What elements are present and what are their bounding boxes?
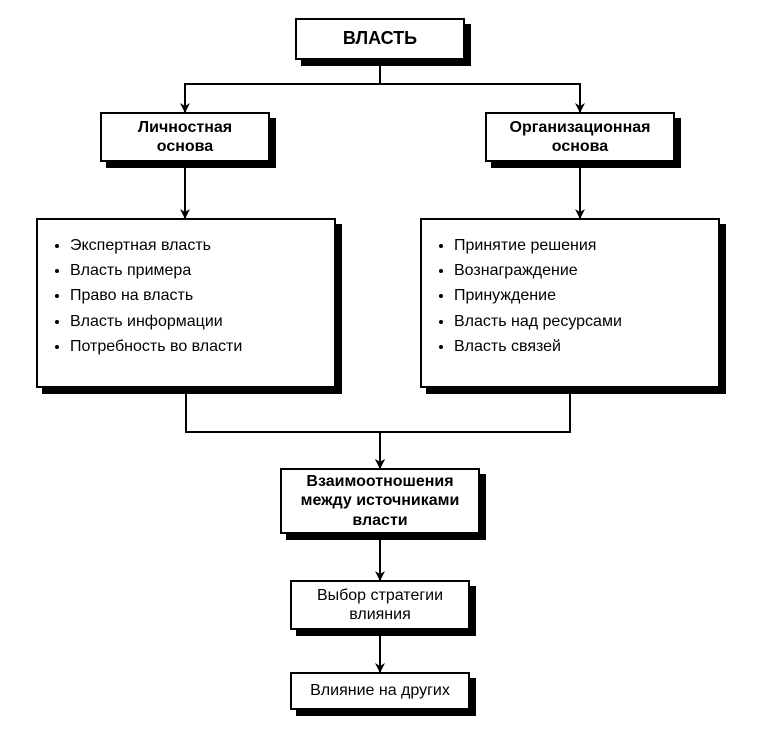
list-item: Право на власть <box>70 286 242 305</box>
organizational-list-items: Принятие решения Вознаграждение Принужде… <box>432 230 622 362</box>
edge <box>380 60 580 112</box>
edge <box>186 388 380 468</box>
node-personal-basis: Личностная основа <box>100 112 270 162</box>
node-personal-list: Экспертная власть Власть примера Право н… <box>36 218 336 388</box>
node-influence: Влияние на других <box>290 672 470 710</box>
list-item: Экспертная власть <box>70 236 242 255</box>
list-item: Власть над ресурсами <box>454 312 622 331</box>
list-item: Принятие решения <box>454 236 622 255</box>
node-organizational-basis-label: Организационная основа <box>495 118 665 156</box>
diagram-canvas: ВЛАСТЬ Личностная основа Организационная… <box>0 0 768 731</box>
list-item: Власть примера <box>70 261 242 280</box>
node-organizational-basis: Организационная основа <box>485 112 675 162</box>
node-organizational-list: Принятие решения Вознаграждение Принужде… <box>420 218 720 388</box>
personal-list-items: Экспертная власть Власть примера Право н… <box>48 230 242 362</box>
node-root: ВЛАСТЬ <box>295 18 465 60</box>
node-root-label: ВЛАСТЬ <box>343 28 417 50</box>
list-item: Принуждение <box>454 286 622 305</box>
node-strategy: Выбор стратегии влияния <box>290 580 470 630</box>
edge <box>380 388 570 468</box>
list-item: Власть информации <box>70 312 242 331</box>
list-item: Власть связей <box>454 337 622 356</box>
node-strategy-label: Выбор стратегии влияния <box>300 586 460 624</box>
node-personal-basis-label: Личностная основа <box>110 118 260 156</box>
list-item: Потребность во власти <box>70 337 242 356</box>
edge <box>185 60 380 112</box>
list-item: Вознаграждение <box>454 261 622 280</box>
node-influence-label: Влияние на других <box>310 681 450 700</box>
node-relations-label: Взаимоотношения между источниками власти <box>290 472 470 530</box>
node-relations: Взаимоотношения между источниками власти <box>280 468 480 534</box>
